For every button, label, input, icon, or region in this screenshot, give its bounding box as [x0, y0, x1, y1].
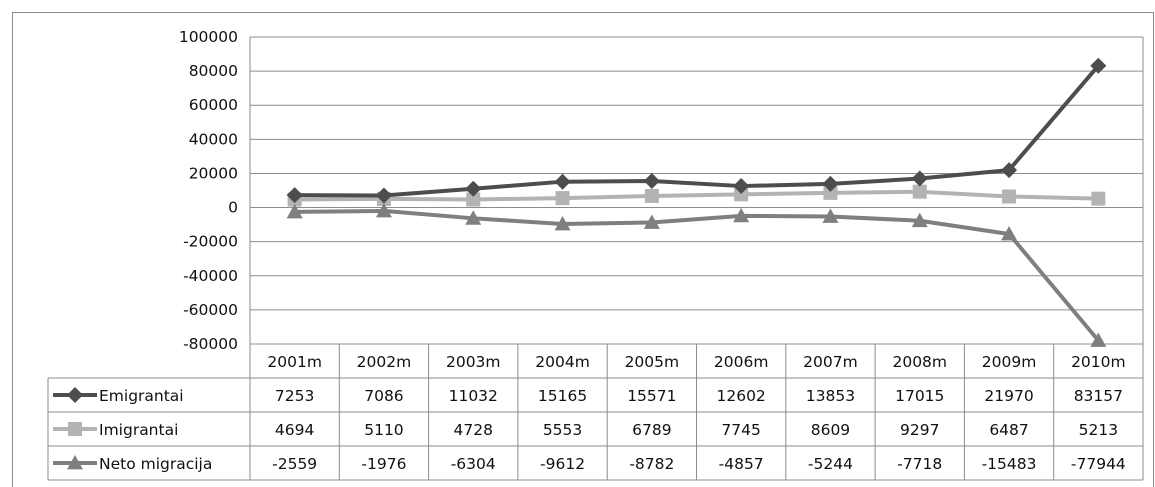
data-point: [465, 210, 482, 225]
y-tick-label: 80000: [189, 62, 238, 80]
x-tick-label: 2010m: [1071, 353, 1126, 371]
series-line: [294, 208, 1100, 342]
data-label: 7745: [721, 421, 760, 439]
data-label: 4694: [275, 421, 314, 439]
data-point: [643, 172, 660, 189]
data-point: [555, 191, 570, 206]
data-label: 12602: [716, 387, 765, 405]
y-tick-label: -60000: [183, 301, 238, 319]
data-label: 5213: [1079, 421, 1118, 439]
data-label: -1976: [361, 455, 406, 473]
data-point: [1001, 162, 1018, 179]
data-label: -77944: [1071, 455, 1126, 473]
legend-label: Neto migracija: [99, 455, 212, 473]
x-tick-label: 2009m: [982, 353, 1037, 371]
data-point: [286, 187, 303, 204]
y-tick-label: 100000: [179, 28, 238, 46]
series-line: [294, 189, 1099, 202]
data-point: [1002, 189, 1017, 204]
x-tick-label: 2005m: [625, 353, 680, 371]
x-tick-label: 2006m: [714, 353, 769, 371]
data-label: -4857: [719, 455, 764, 473]
data-label: 8609: [811, 421, 850, 439]
data-point: [466, 192, 481, 207]
data-point: [733, 207, 750, 223]
series-emigrantai: [286, 57, 1107, 204]
legend-label: Emigrantai: [99, 387, 184, 405]
data-label: 15165: [538, 387, 587, 405]
data-label: 5553: [543, 421, 582, 439]
data-label: 7253: [275, 387, 314, 405]
legend-key: [53, 387, 97, 403]
data-label: 5110: [364, 421, 403, 439]
data-label: 17015: [895, 387, 944, 405]
data-point: [734, 187, 749, 202]
data-point: [911, 170, 928, 187]
data-label: -7718: [897, 455, 942, 473]
y-tick-label: 60000: [189, 96, 238, 114]
data-point: [1001, 225, 1018, 241]
data-label: 15571: [627, 387, 676, 405]
data-label: 83157: [1074, 387, 1123, 405]
data-label: -5244: [808, 455, 853, 473]
data-label: -9612: [540, 455, 585, 473]
x-tick-label: 2007m: [803, 353, 858, 371]
x-tick-label: 2003m: [446, 353, 501, 371]
data-point: [1090, 332, 1107, 347]
y-tick-label: 20000: [189, 164, 238, 182]
data-point: [1091, 191, 1106, 206]
data-point: [822, 175, 839, 192]
data-label: 11032: [449, 387, 498, 405]
data-point: [643, 214, 660, 229]
data-point: [1090, 57, 1107, 74]
series-neto-migracija: [286, 202, 1107, 347]
y-tick-label: 40000: [189, 130, 238, 148]
series-imigrantai: [287, 184, 1106, 207]
chart-frame: [12, 12, 1154, 487]
data-point: [822, 208, 839, 223]
data-point: [912, 184, 927, 199]
data-label: -6304: [451, 455, 496, 473]
data-label: 9297: [900, 421, 939, 439]
data-label: -2559: [272, 455, 317, 473]
y-tick-label: -20000: [183, 233, 238, 251]
legend-marker: [67, 387, 83, 403]
data-point: [375, 202, 392, 218]
series-line: [294, 64, 1100, 198]
legend-key: [53, 422, 97, 436]
legend-key: [53, 455, 97, 470]
y-tick-label: 0: [228, 199, 238, 217]
legend-marker: [68, 422, 82, 436]
data-point: [823, 185, 838, 200]
data-point: [644, 188, 659, 203]
data-label: 13853: [806, 387, 855, 405]
data-label: 7086: [364, 387, 403, 405]
legend-label: Imigrantai: [99, 421, 178, 439]
data-label: 21970: [984, 387, 1033, 405]
data-point: [286, 203, 303, 219]
y-tick-label: -80000: [183, 335, 238, 353]
x-tick-label: 2002m: [357, 353, 412, 371]
data-label: -15483: [982, 455, 1037, 473]
data-point: [465, 180, 482, 197]
data-label: 4728: [454, 421, 493, 439]
data-label: -8782: [629, 455, 674, 473]
x-tick-label: 2008m: [892, 353, 947, 371]
y-tick-label: -40000: [183, 267, 238, 285]
data-point: [911, 212, 928, 228]
x-tick-label: 2001m: [267, 353, 322, 371]
data-point: [554, 215, 571, 231]
data-label: 6789: [632, 421, 671, 439]
x-tick-label: 2004m: [535, 353, 590, 371]
data-point: [554, 173, 571, 190]
data-point: [733, 178, 750, 195]
data-point: [375, 187, 392, 204]
data-label: 6487: [989, 421, 1028, 439]
legend-marker: [67, 455, 83, 470]
